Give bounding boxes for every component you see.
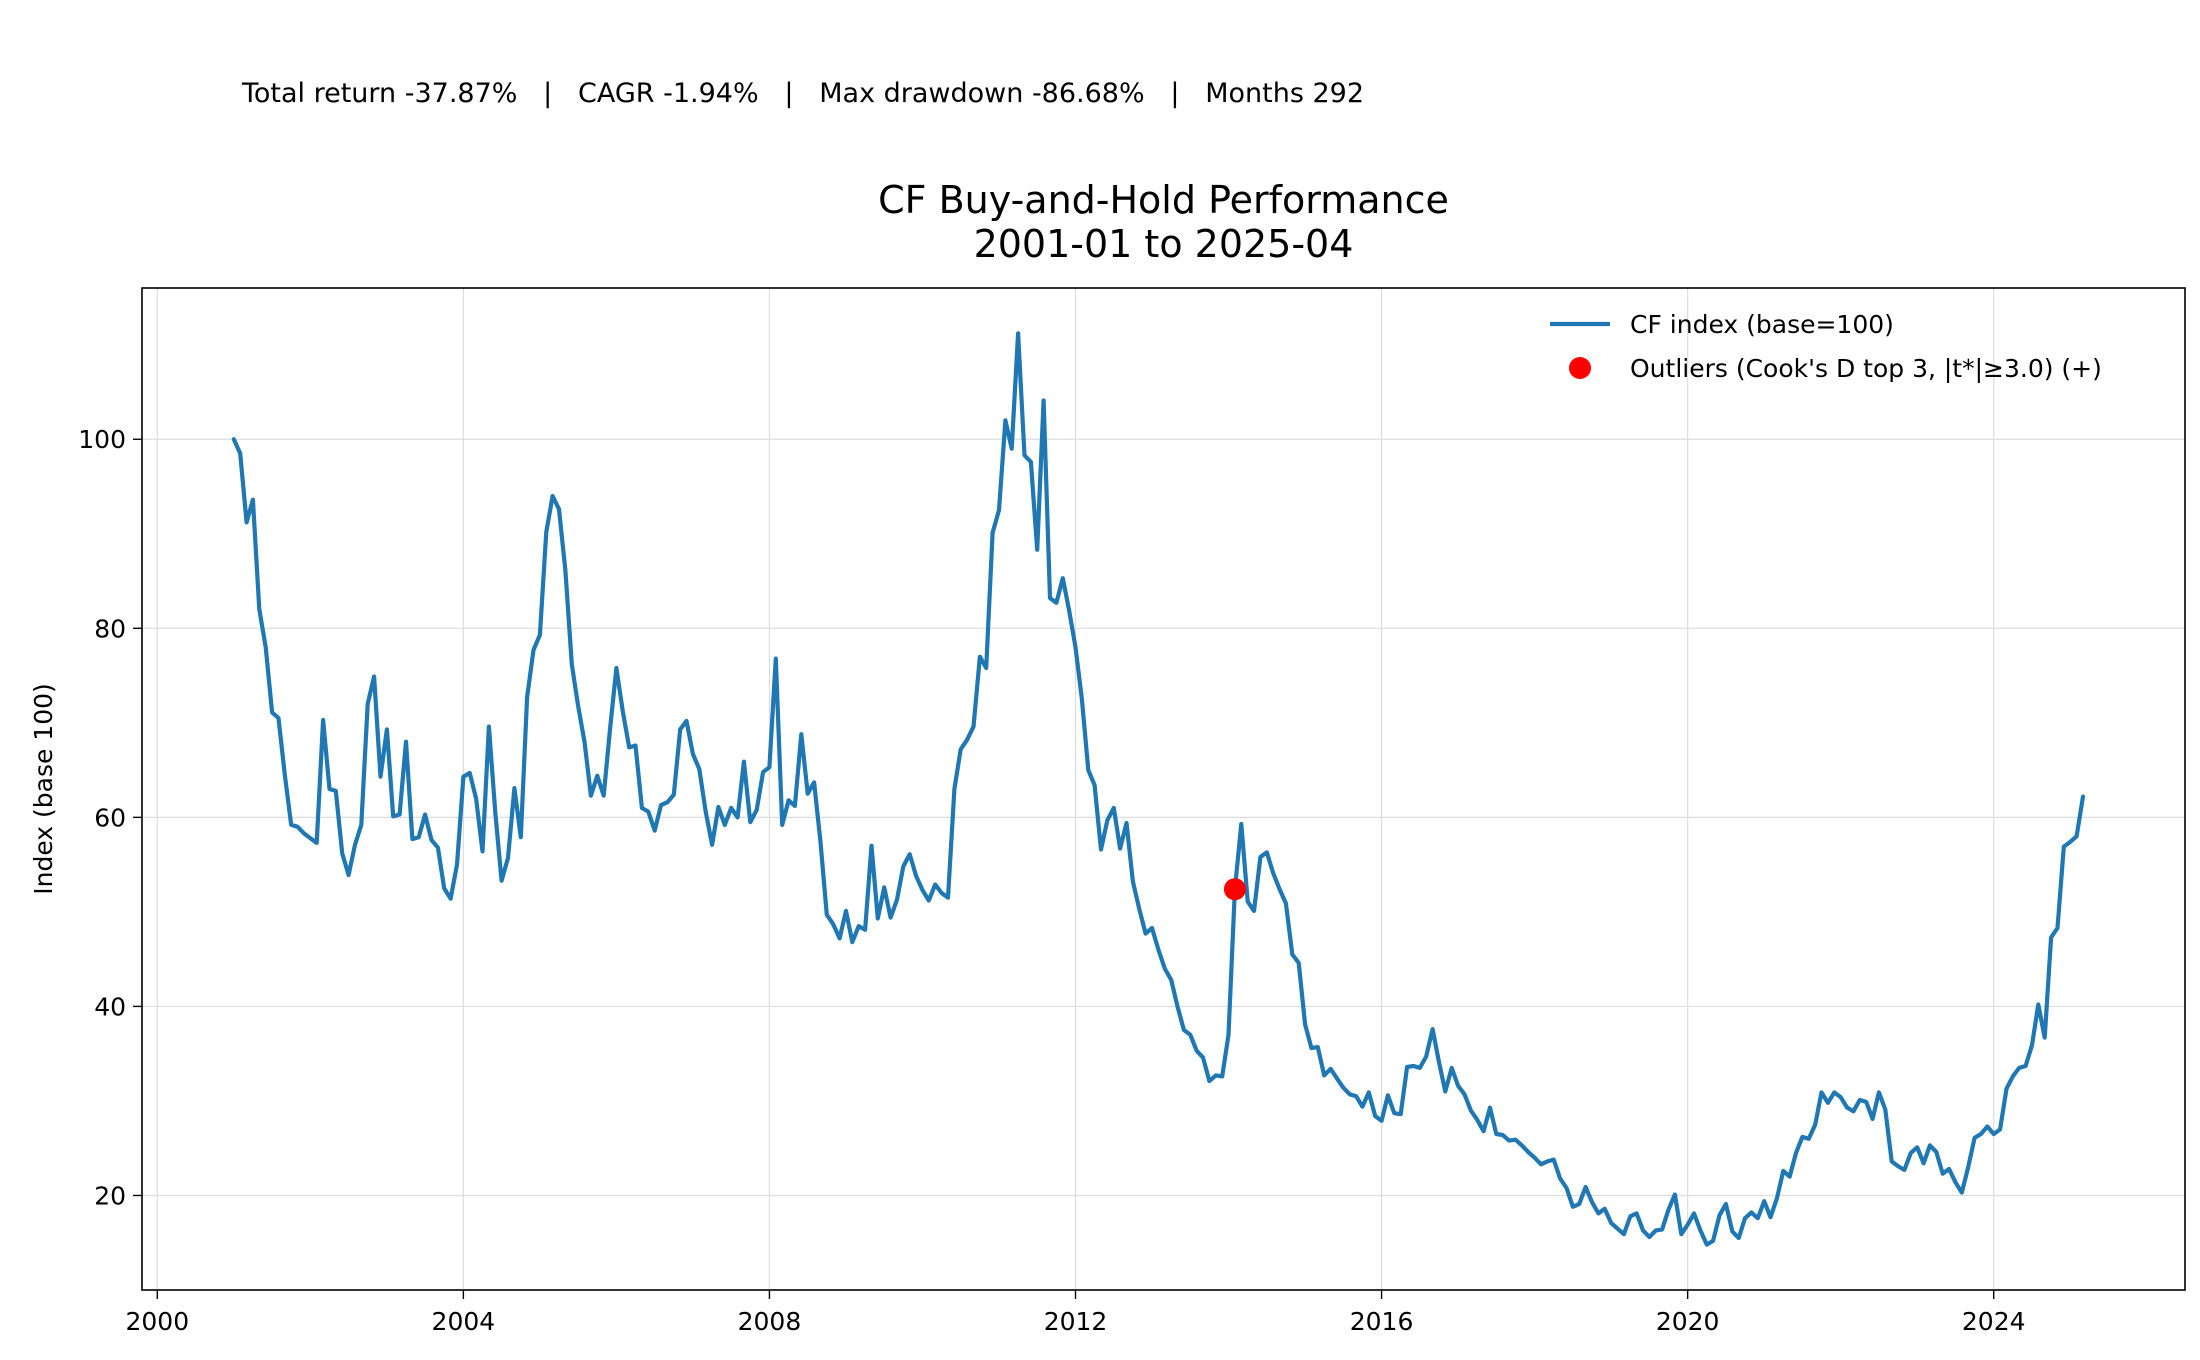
chart-title: CF Buy-and-Hold Performance	[878, 178, 1449, 222]
x-tick-label: 2008	[738, 1307, 802, 1336]
x-tick-label: 2016	[1350, 1307, 1414, 1336]
cf-index-line	[231, 331, 2086, 1247]
x-tick-label: 2012	[1044, 1307, 1108, 1336]
legend-label-index: CF index (base=100)	[1630, 310, 1894, 339]
plot-frame	[141, 287, 2186, 1291]
summary-stats: Total return -37.87% | CAGR -1.94% | Max…	[241, 78, 1365, 109]
x-tick-label: 2020	[1656, 1307, 1720, 1336]
x-tick-label: 2000	[125, 1307, 189, 1336]
legend: CF index (base=100) Outliers (Cook's D to…	[1550, 310, 2102, 383]
chart-title-block: CF Buy-and-Hold Performance 2001-01 to 2…	[142, 178, 2185, 266]
series-layer	[231, 331, 2086, 1247]
legend-marker-swatch	[1569, 357, 1591, 379]
y-tick-label: 20	[94, 1181, 126, 1210]
chart-subtitle: 2001-01 to 2025-04	[973, 222, 1354, 266]
legend-label-outliers: Outliers (Cook's D top 3, |t*|≥3.0) (+)	[1630, 354, 2102, 383]
y-axis-label: Index (base 100)	[29, 683, 58, 895]
y-tick-label: 80	[94, 614, 126, 643]
x-axis: 2000 2004 2008 2012 2016 2020 2024	[125, 1290, 2026, 1336]
outlier-point	[1223, 878, 1246, 901]
grid-lines	[142, 288, 2185, 1290]
x-tick-label: 2004	[432, 1307, 496, 1336]
y-tick-label: 40	[94, 992, 126, 1021]
x-tick-label: 2024	[1962, 1307, 2026, 1336]
y-axis: 20 40 60 80 100	[78, 425, 142, 1210]
y-tick-label: 100	[78, 425, 126, 454]
y-tick-label: 60	[94, 803, 126, 832]
